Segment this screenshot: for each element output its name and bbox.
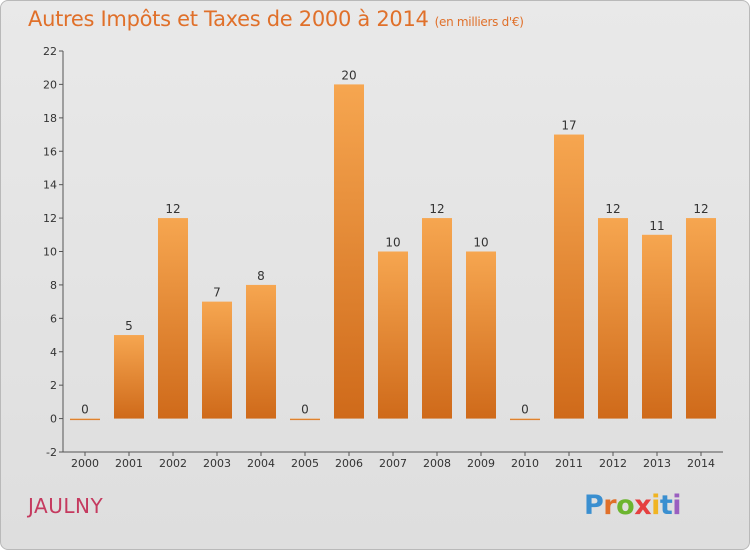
x-tick-label: 2001 [115, 457, 143, 470]
bar-value-label: 10 [385, 236, 400, 250]
logo-letter: i [672, 490, 682, 521]
bar [158, 218, 188, 419]
y-tick-label: 8 [50, 279, 57, 292]
bar-value-label: 8 [257, 269, 265, 283]
chart-title: Autres Impôts et Taxes de 2000 à 2014 (en… [28, 7, 524, 31]
bar [686, 218, 716, 419]
bar-value-label: 12 [693, 202, 708, 216]
proxiti-logo: Proxiti [584, 490, 682, 521]
x-tick-label: 2007 [379, 457, 407, 470]
bar-value-label: 10 [473, 236, 488, 250]
bar [334, 84, 364, 419]
x-tick-label: 2003 [203, 457, 231, 470]
logo-letter: x [634, 490, 652, 521]
y-tick-label: 10 [43, 246, 57, 259]
title-text: Autres Impôts et Taxes de 2000 à 2014 [28, 7, 429, 31]
y-tick-label: 22 [43, 45, 57, 58]
bar-value-label: 12 [165, 202, 180, 216]
x-tick-label: 2012 [599, 457, 627, 470]
bar [466, 251, 496, 419]
y-tick-label: 16 [43, 145, 57, 158]
y-tick-label: 6 [50, 312, 57, 325]
x-tick-label: 2013 [643, 457, 671, 470]
x-tick-label: 2010 [511, 457, 539, 470]
bar [598, 218, 628, 419]
y-tick-label: 20 [43, 78, 57, 91]
bar-value-label: 12 [605, 202, 620, 216]
x-tick-label: 2005 [291, 457, 319, 470]
bar-value-label: 5 [125, 319, 133, 333]
bar [290, 418, 320, 421]
y-tick-label: 0 [50, 413, 57, 426]
bar-value-label: 12 [429, 202, 444, 216]
bar [114, 335, 144, 419]
commune-name: JAULNY [28, 494, 104, 518]
bar [422, 218, 452, 419]
bar-value-label: 11 [649, 219, 664, 233]
bar-value-label: 0 [301, 403, 309, 417]
bar-value-label: 7 [213, 286, 221, 300]
x-tick-label: 2000 [71, 457, 99, 470]
bar-value-label: 20 [341, 68, 356, 82]
bar-value-label: 0 [81, 403, 89, 417]
bar [378, 251, 408, 419]
logo-letter: t [659, 490, 673, 521]
y-tick-label: 12 [43, 212, 57, 225]
bar-value-label: 17 [561, 119, 576, 133]
x-tick-label: 2004 [247, 457, 275, 470]
bar-value-label: 0 [521, 403, 529, 417]
y-tick-label: 18 [43, 112, 57, 125]
x-tick-label: 2014 [687, 457, 715, 470]
bar [642, 234, 672, 419]
x-tick-label: 2009 [467, 457, 495, 470]
logo-letter: o [616, 490, 635, 521]
logo-letter: r [603, 490, 617, 521]
x-tick-label: 2002 [159, 457, 187, 470]
x-tick-label: 2011 [555, 457, 583, 470]
y-tick-label: 2 [50, 379, 57, 392]
y-tick-label: -2 [46, 446, 57, 459]
bar [246, 284, 276, 419]
bar [70, 418, 100, 421]
logo-letter: i [651, 490, 660, 521]
logo-letter: P [584, 490, 604, 521]
y-tick-label: 14 [43, 179, 57, 192]
bar [202, 301, 232, 419]
bar [510, 418, 540, 421]
x-tick-label: 2006 [335, 457, 363, 470]
y-tick-label: 4 [50, 346, 57, 359]
bar [554, 134, 584, 419]
title-unit: (en milliers d'€) [434, 15, 524, 29]
x-tick-label: 2008 [423, 457, 451, 470]
